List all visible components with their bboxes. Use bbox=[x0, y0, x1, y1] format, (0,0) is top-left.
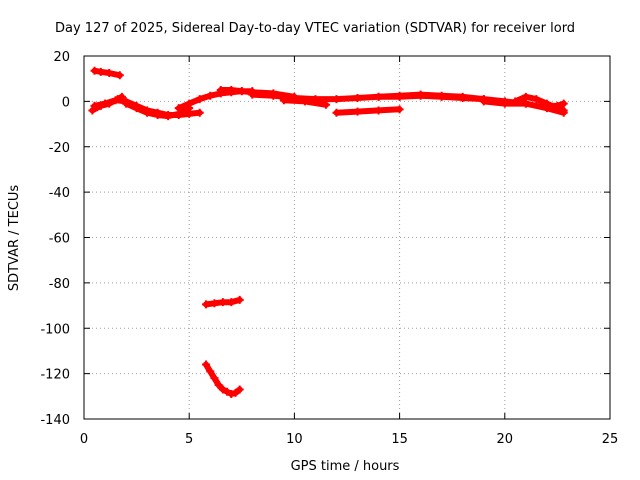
data-point bbox=[559, 99, 568, 108]
data-point bbox=[195, 95, 204, 104]
data-point bbox=[90, 101, 99, 110]
data-series-arc-8 bbox=[279, 96, 330, 109]
data-series-arc-14 bbox=[542, 99, 568, 110]
data-point bbox=[210, 374, 219, 383]
data-point bbox=[332, 108, 341, 117]
data-point bbox=[105, 69, 114, 78]
data-point bbox=[143, 108, 152, 117]
data-point bbox=[111, 96, 120, 105]
data-point bbox=[227, 86, 236, 95]
data-point bbox=[521, 92, 530, 101]
chart-title: Day 127 of 2025, Sidereal Day-to-day VTE… bbox=[55, 21, 575, 36]
data-point bbox=[153, 110, 162, 119]
x-axis-label: GPS time / hours bbox=[291, 459, 400, 474]
y-tick-label: -140 bbox=[40, 413, 70, 428]
plot-frame bbox=[83, 55, 611, 420]
x-tick-label: 20 bbox=[497, 432, 514, 447]
data-point bbox=[132, 104, 141, 113]
y-tick-label: -60 bbox=[49, 232, 70, 247]
y-tick-label: 20 bbox=[53, 50, 70, 65]
data-point bbox=[437, 91, 446, 100]
data-point bbox=[279, 96, 288, 105]
data-point bbox=[395, 91, 404, 100]
data-point bbox=[511, 97, 520, 106]
data-series-arc-1 bbox=[90, 66, 124, 80]
data-point bbox=[353, 107, 362, 116]
data-point bbox=[122, 99, 131, 108]
data-point bbox=[206, 91, 215, 100]
data-point bbox=[235, 295, 244, 304]
data-point bbox=[164, 112, 173, 121]
y-tick-label: 0 bbox=[62, 95, 70, 110]
data-series-arc-6 bbox=[216, 86, 257, 96]
x-tick-label: 25 bbox=[602, 432, 619, 447]
data-point bbox=[218, 385, 227, 394]
data-point bbox=[227, 298, 236, 307]
x-tick-label: 0 bbox=[80, 432, 88, 447]
data-point bbox=[395, 105, 404, 114]
series-line bbox=[333, 106, 403, 116]
data-point bbox=[458, 92, 467, 101]
data-point bbox=[237, 87, 246, 96]
data-point bbox=[521, 99, 530, 108]
data-point bbox=[223, 387, 232, 396]
data-point bbox=[185, 99, 194, 108]
data-series-arc-9 bbox=[332, 105, 404, 117]
data-point bbox=[332, 95, 341, 104]
data-point bbox=[542, 101, 551, 110]
data-point bbox=[202, 360, 211, 369]
y-tick-label: -20 bbox=[49, 141, 70, 156]
data-point bbox=[216, 86, 225, 95]
data-point bbox=[195, 108, 204, 117]
data-point bbox=[374, 92, 383, 101]
data-point bbox=[235, 385, 244, 394]
data-point bbox=[248, 90, 257, 99]
y-tick-label: -80 bbox=[49, 277, 70, 292]
data-point bbox=[321, 100, 330, 109]
data-point bbox=[210, 299, 219, 308]
data-series-arc-15 bbox=[202, 295, 244, 309]
data-point bbox=[553, 101, 562, 110]
data-point bbox=[206, 367, 215, 376]
label-layer: 0 5 10 15 20 25 -140 -120 -100 -80 -60 -40 -20 0 20 bbox=[40, 50, 618, 447]
data-point bbox=[532, 95, 541, 104]
data-point bbox=[227, 390, 236, 399]
data-point bbox=[500, 99, 509, 108]
data-point bbox=[479, 97, 488, 106]
x-tick-label: 10 bbox=[286, 432, 303, 447]
x-tick-label: 15 bbox=[391, 432, 408, 447]
y-tick-label: -120 bbox=[40, 368, 70, 383]
series-line bbox=[217, 87, 256, 95]
data-point bbox=[269, 91, 278, 100]
data-point bbox=[231, 388, 240, 397]
y-tick-label: -40 bbox=[49, 186, 70, 201]
data-point bbox=[90, 66, 99, 75]
data-point bbox=[559, 106, 568, 115]
series-layer bbox=[88, 66, 568, 399]
data-point bbox=[214, 380, 223, 389]
y-axis-label: SDTVAR / TECUs bbox=[7, 185, 22, 292]
data-series-arc-4 bbox=[122, 99, 194, 121]
data-point bbox=[101, 99, 110, 108]
data-point bbox=[416, 90, 425, 99]
x-tick-label: 5 bbox=[185, 432, 193, 447]
data-point bbox=[353, 93, 362, 102]
data-point bbox=[115, 71, 124, 80]
data-series-arc-16 bbox=[202, 360, 244, 399]
data-point bbox=[300, 97, 309, 106]
data-point bbox=[174, 104, 183, 113]
data-point bbox=[218, 298, 227, 307]
y-tick-label: -100 bbox=[40, 322, 70, 337]
data-point bbox=[374, 106, 383, 115]
data-point bbox=[202, 300, 211, 309]
data-point bbox=[96, 67, 105, 76]
